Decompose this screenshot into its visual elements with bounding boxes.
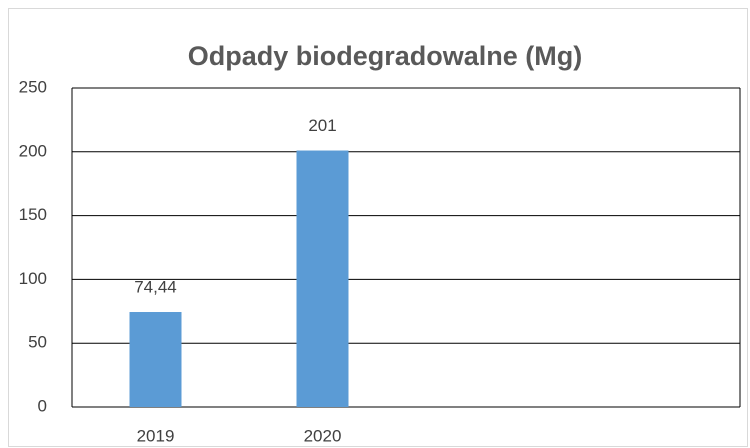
data-label: 74,44 xyxy=(134,277,177,296)
x-tick-label: 2019 xyxy=(137,426,175,445)
y-tick-label: 100 xyxy=(19,269,47,288)
bar xyxy=(129,312,182,407)
data-label: 201 xyxy=(308,116,336,135)
y-tick-label: 200 xyxy=(19,141,47,160)
chart-title: Odpady biodegradowalne (Mg) xyxy=(188,41,583,71)
bar xyxy=(296,150,349,408)
x-tick-label: 2020 xyxy=(304,426,342,445)
y-tick-label: 150 xyxy=(19,205,47,224)
y-tick-label: 50 xyxy=(28,333,47,352)
chart-border xyxy=(8,8,748,447)
y-tick-label: 0 xyxy=(38,396,47,415)
y-tick-label: 250 xyxy=(19,77,47,96)
